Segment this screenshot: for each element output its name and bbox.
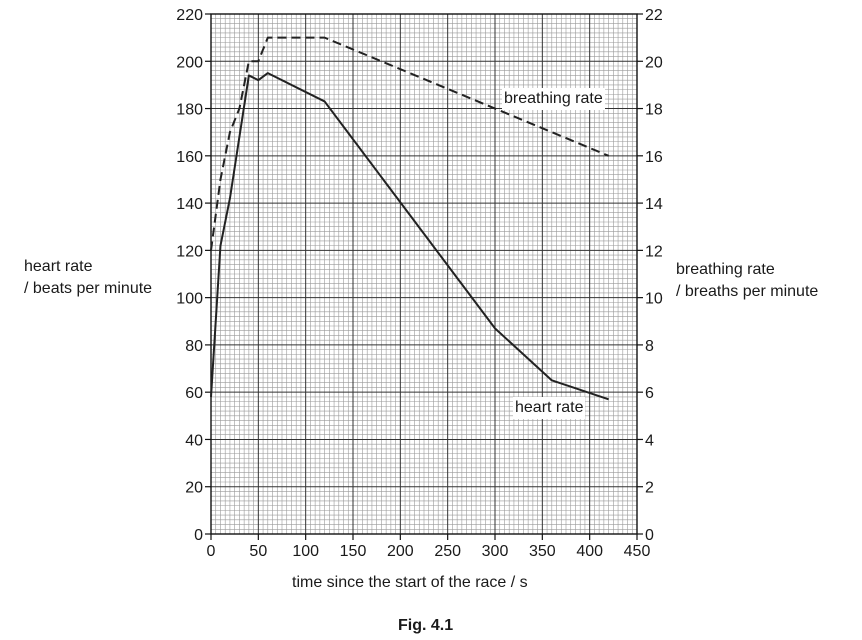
x-tick-label: 0 xyxy=(207,543,216,560)
tick-marks xyxy=(205,13,643,540)
y-left-tick-label: 80 xyxy=(185,338,203,355)
y-left-tick-label: 60 xyxy=(185,385,203,402)
x-tick-label: 200 xyxy=(387,543,414,560)
y-axis-left-label: heart rate / beats per minute xyxy=(24,256,152,300)
y-left-tick-label: 220 xyxy=(176,7,203,24)
series-line-breathing-rate xyxy=(210,36,609,251)
y-left-tick-label: 0 xyxy=(194,527,203,544)
series-lines xyxy=(210,36,609,401)
y-right-label-line-1: breathing rate xyxy=(676,261,775,278)
x-tick-label: 100 xyxy=(292,543,319,560)
series-label-breathing-rate: breathing rate xyxy=(502,88,605,110)
y-left-tick-label: 120 xyxy=(176,243,203,260)
x-tick-label: 150 xyxy=(340,543,367,560)
y-right-tick-label: 4 xyxy=(645,432,654,449)
x-tick-label: 450 xyxy=(624,543,651,560)
y-left-tick-label: 140 xyxy=(176,196,203,213)
minor-grid xyxy=(211,14,637,534)
y-right-tick-label: 14 xyxy=(645,196,663,213)
y-right-tick-label: 0 xyxy=(645,527,654,544)
x-tick-label: 350 xyxy=(529,543,556,560)
series-line-heart-rate xyxy=(210,72,609,401)
y-left-tick-label: 180 xyxy=(176,102,203,119)
y-right-tick-label: 16 xyxy=(645,149,663,166)
y-left-tick-label: 100 xyxy=(176,291,203,308)
y-axis-right-label: breathing rate / breaths per minute xyxy=(676,259,818,303)
axes xyxy=(210,13,638,535)
x-axis-label: time since the start of the race / s xyxy=(292,574,528,591)
y-right-label-line-2: / breaths per minute xyxy=(676,283,819,300)
y-left-tick-label: 40 xyxy=(185,432,203,449)
y-left-tick-label: 20 xyxy=(185,480,203,497)
y-left-label-line-2: / beats per minute xyxy=(24,280,153,297)
y-right-tick-label: 20 xyxy=(645,54,663,71)
y-right-tick-label: 22 xyxy=(645,7,663,24)
y-right-tick-label: 10 xyxy=(645,291,663,308)
tick-labels: 0 50 100 150 200 250 300 350 400 4500204060801001… xyxy=(176,7,663,560)
y-right-tick-label: 12 xyxy=(645,243,663,260)
x-tick-label: 250 xyxy=(434,543,461,560)
series-label-heart-rate: heart rate xyxy=(513,397,586,419)
y-right-tick-label: 18 xyxy=(645,102,663,119)
y-left-tick-label: 160 xyxy=(176,149,203,166)
y-left-tick-label: 200 xyxy=(176,54,203,71)
x-tick-label: 400 xyxy=(576,543,603,560)
y-left-label-line-1: heart rate xyxy=(24,258,93,275)
y-right-tick-label: 6 xyxy=(645,385,654,402)
x-tick-label: 50 xyxy=(249,543,267,560)
y-right-tick-label: 8 xyxy=(645,338,654,355)
plot-frame xyxy=(210,13,638,535)
y-right-tick-label: 2 xyxy=(645,480,654,497)
x-tick-label: 300 xyxy=(482,543,509,560)
figure-caption: Fig. 4.1 xyxy=(398,617,454,634)
